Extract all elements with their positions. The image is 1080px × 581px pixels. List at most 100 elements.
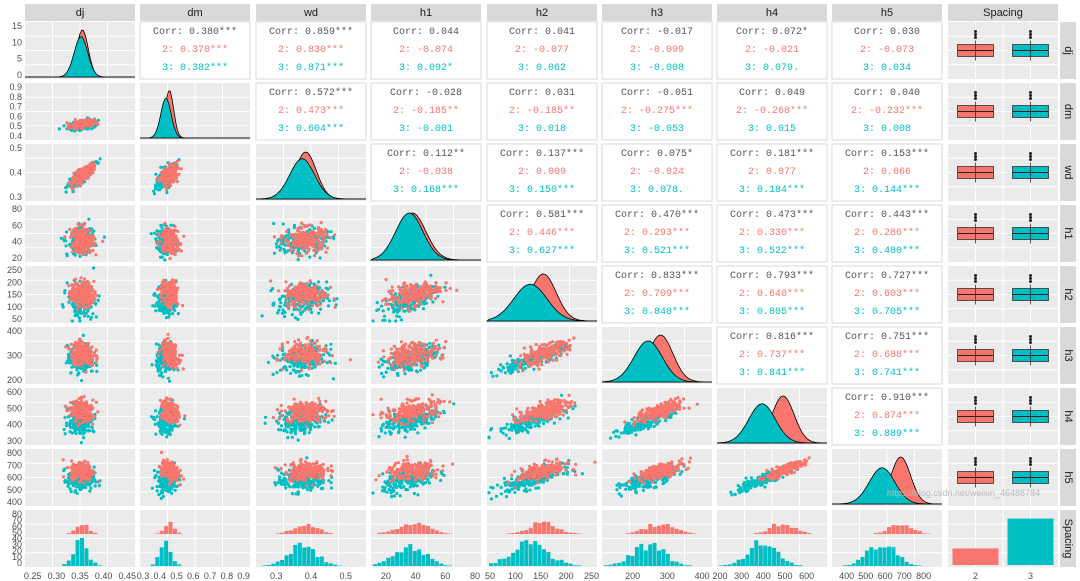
scatter-point-dm-h1-g2 <box>179 249 183 253</box>
scatter-point-wd-h1-g2 <box>313 243 317 248</box>
scatter-point-dm-h1-g2 <box>171 230 175 234</box>
scatter-point-h1-h2-g2 <box>423 280 427 284</box>
scatter-point-dj-wd-g2 <box>81 174 85 178</box>
scatter-point-dj-h3-g2 <box>67 347 71 351</box>
scatter-point-dm-h3-g3 <box>161 375 165 379</box>
scatter-point-dj-h3-g2 <box>70 356 74 360</box>
scatter-point-dm-h2-g2 <box>159 292 163 296</box>
scatter-point-h1-h2-g3 <box>403 309 407 313</box>
scatter-point-h1-h2-g3 <box>392 310 396 314</box>
scatter-point-dj-h3-g2 <box>87 351 91 355</box>
scatter-point-wd-h2-g3 <box>271 302 275 306</box>
scatter-point-dm-h2-g2 <box>163 291 167 295</box>
scatter-point-wd-h2-g2 <box>297 302 301 306</box>
scatter-point-wd-h1-g2 <box>307 249 311 253</box>
panel-h3-h4 <box>716 326 828 385</box>
scatter-point-dj-h1-g3 <box>64 244 68 248</box>
scatter-point-dm-h1-g2 <box>161 230 165 234</box>
scatter-point-dj-h2-g2 <box>71 285 75 289</box>
scatter-point-dj-h2-g2 <box>85 282 89 286</box>
scatter-point-wd-h1-g2 <box>304 251 308 255</box>
scatter-point-dm-wd-g2 <box>160 174 164 178</box>
scatter-point-h1-h2-g2 <box>411 292 416 296</box>
scatter-point-h1-h2-g3 <box>394 319 398 323</box>
scatter-point-dm-wd-g3 <box>152 189 156 193</box>
scatter-point-wd-h2-g2 <box>288 289 292 293</box>
scatter-point-h1-h2-g2 <box>384 277 388 282</box>
scatter-point-dj-wd-g2 <box>73 176 77 180</box>
scatter-point-wd-h2-g3 <box>303 308 307 312</box>
panel-h2-h5 <box>831 265 943 324</box>
scatter-point-dj-h1-g3 <box>102 235 107 239</box>
scatter-point-wd-h2-g3 <box>326 304 331 308</box>
scatter-point-h1-h2-g2 <box>437 288 441 292</box>
scatter-point-dj-wd-g2 <box>78 173 82 177</box>
scatter-point-wd-h2-g3 <box>324 286 328 290</box>
scatter-point-wd-h1-g2 <box>307 236 312 240</box>
scatter-point-wd-h1-g2 <box>321 236 326 240</box>
scatter-point-wd-h1-g2 <box>328 236 332 240</box>
scatter-point-dm-h3-g3 <box>154 363 158 367</box>
scatter-point-h1-h2-g2 <box>405 284 409 288</box>
scatter-point-dm-h2-g3 <box>157 307 162 311</box>
scatter-point-h1-h2-g2 <box>400 306 404 310</box>
scatter-point-dm-h2-g2 <box>164 303 168 307</box>
panel-wd-h5 <box>831 143 943 202</box>
scatter-point-dm-h1-g3 <box>154 237 158 241</box>
scatter-point-dj-h3-g2 <box>80 363 84 367</box>
scatter-point-dm-wd-g2 <box>169 175 173 179</box>
scatter-point-dm-h2-g3 <box>154 309 158 313</box>
scatter-point-wd-h1-g2 <box>289 233 293 237</box>
scatter-point-h1-h2-g2 <box>384 302 388 306</box>
scatter-point-dm-h2-g2 <box>169 293 174 297</box>
scatter-point-h1-h2-g2 <box>401 298 406 302</box>
scatter-point-wd-h1-g2 <box>292 235 296 239</box>
scatter-point-dm-h2-g2 <box>170 278 174 282</box>
scatter-point-wd-h1-g2 <box>272 235 276 239</box>
scatter-point-h1-h2-g3 <box>375 301 379 305</box>
scatter-point-wd-h1-g2 <box>300 254 304 258</box>
panel-dm-h5 <box>831 82 943 141</box>
scatter-point-dj-dm-g3 <box>57 127 62 131</box>
scatter-point-dj-wd-g2 <box>91 171 95 175</box>
scatter-point-dj-dm-g2 <box>79 126 83 130</box>
scatter-point-wd-h1-g2 <box>312 253 317 258</box>
panel-dj-h5 <box>831 21 943 80</box>
scatter-point-dj-h2-g3 <box>73 310 77 314</box>
scatter-point-dj-dm-g2 <box>74 122 78 126</box>
scatter-point-wd-h1-g2 <box>316 248 320 252</box>
scatter-point-h1-h2-g2 <box>407 302 411 306</box>
scatter-point-dm-h1-g2 <box>171 241 175 245</box>
scatter-point-h1-h2-g2 <box>422 297 426 301</box>
scatter-point-dm-h1-g2 <box>158 234 162 238</box>
scatter-point-h1-h2-g2 <box>392 299 396 303</box>
scatter-point-h1-h2-g2 <box>392 303 396 307</box>
scatter-point-h1-h2-g2 <box>398 288 402 292</box>
scatter-point-dm-wd-g2 <box>155 176 159 180</box>
scatter-point-dj-h2-g3 <box>82 310 86 315</box>
scatter-point-h1-h2-g3 <box>399 318 404 322</box>
scatter-point-h1-h2-g2 <box>384 297 388 301</box>
scatter-point-dj-h2-g2 <box>80 280 84 284</box>
scatter-point-wd-h1-g2 <box>295 229 300 233</box>
scatter-point-h1-h2-g2 <box>380 299 384 303</box>
scatter-point-wd-h1-g2 <box>300 235 304 239</box>
scatter-point-dm-h2-g3 <box>155 301 159 305</box>
scatter-point-wd-h1-g2 <box>306 223 310 227</box>
scatter-point-dj-h1-g3 <box>64 239 68 243</box>
scatter-point-dj-h2-g2 <box>73 299 77 303</box>
scatter-point-h1-h2-g3 <box>397 315 401 319</box>
scatter-point-wd-h2-g2 <box>298 307 303 311</box>
scatter-point-dj-dm-g2 <box>78 120 82 124</box>
scatter-point-wd-h1-g2 <box>291 241 295 245</box>
scatter-point-dm-h1-g2 <box>175 245 179 249</box>
scatter-point-dj-h2-g2 <box>91 295 95 299</box>
scatter-point-dm-h2-g2 <box>171 285 175 289</box>
scatter-point-dm-h1-g2 <box>178 243 182 247</box>
scatter-point-dj-h1-g2 <box>94 253 98 257</box>
panel-dm-h4 <box>716 82 828 141</box>
scatter-point-h1-h2-g2 <box>409 295 413 299</box>
scatter-point-dj-h2-g3 <box>91 312 95 316</box>
scatter-point-wd-h2-g2 <box>294 298 298 303</box>
scatter-point-dj-h1-g3 <box>92 229 96 233</box>
